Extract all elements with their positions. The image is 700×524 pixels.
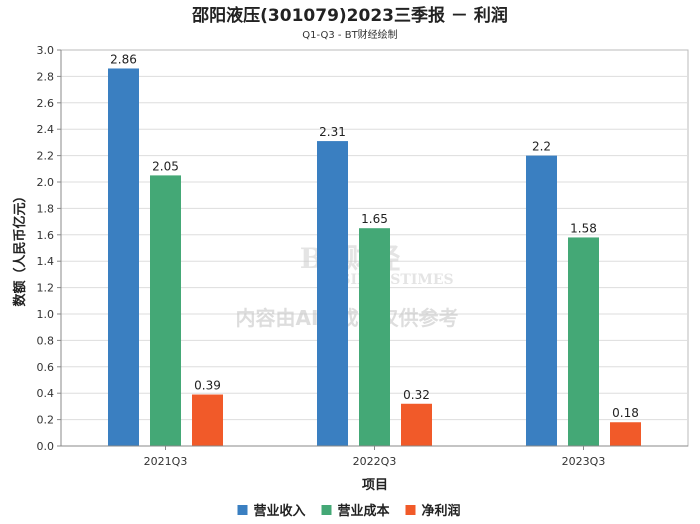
x-tick-label: 2021Q3 [144, 455, 188, 468]
legend-swatch [321, 505, 332, 515]
y-tick-label: 1.6 [37, 229, 55, 242]
bar-2021Q3-净利润 [192, 394, 223, 446]
y-tick-label: 0.4 [37, 387, 55, 400]
data-label: 0.32 [403, 388, 430, 402]
y-axis-label: 数额（人民币亿元） [12, 189, 28, 306]
y-tick-label: 0.2 [37, 414, 55, 427]
y-tick-label: 1.4 [37, 255, 55, 268]
chart-title: 邵阳液压(301079)2023三季报 － 利润 [191, 5, 508, 26]
y-tick-label: 0.6 [37, 361, 55, 374]
data-label: 1.58 [570, 221, 597, 235]
x-tick-label: 2023Q3 [562, 455, 606, 468]
y-tick-label: 2.0 [37, 176, 55, 189]
x-axis-label: 项目 [362, 478, 388, 493]
y-tick-label: 0.0 [37, 440, 55, 453]
bar-series [108, 68, 641, 446]
y-tick-label: 1.0 [37, 308, 55, 321]
bar-2022Q3-净利润 [401, 403, 432, 446]
y-tick-label: 1.2 [37, 282, 55, 295]
chart-subtitle: Q1-Q3 - BT财经绘制 [302, 28, 397, 41]
data-label: 2.05 [152, 159, 179, 173]
legend-swatch [405, 505, 416, 515]
y-tick-label: 1.8 [37, 202, 55, 215]
legend-label: 营业收入 [254, 503, 306, 519]
legend-label: 营业成本 [338, 503, 390, 519]
bar-2022Q3-营业收入 [317, 141, 348, 446]
legend: 营业收入 营业成本 净利润 [237, 503, 461, 519]
bar-2021Q3-营业收入 [108, 68, 139, 446]
data-label: 2.31 [319, 125, 346, 139]
data-label: 0.39 [194, 379, 221, 393]
legend-swatch [237, 505, 248, 515]
bar-2021Q3-营业成本 [150, 175, 181, 446]
legend-label: 净利润 [422, 503, 461, 519]
y-tick-label: 0.8 [37, 334, 55, 347]
y-axis-ticks: 0.0 0.2 0.4 0.6 0.8 1.0 1.2 1.4 1.6 1.8 2.0 2.2 2.4 2… [37, 44, 61, 453]
y-tick-label: 2.2 [37, 150, 55, 163]
bar-2023Q3-净利润 [610, 422, 641, 446]
y-tick-label: 2.4 [37, 123, 55, 136]
data-label: 2.86 [110, 52, 137, 66]
data-label: 0.18 [612, 406, 639, 420]
y-tick-label: 3.0 [37, 44, 55, 57]
x-axis-ticks: 2021Q3 2022Q3 2023Q3 [144, 446, 606, 468]
bar-2023Q3-营业成本 [568, 237, 599, 446]
bar-2022Q3-营业成本 [359, 228, 390, 446]
y-tick-label: 2.6 [37, 97, 55, 110]
y-tick-label: 2.8 [37, 70, 55, 83]
data-label: 1.65 [361, 212, 388, 226]
data-labels: 2.86 2.05 0.39 2.31 1.65 0.32 2.2 1.58 0.18 [110, 52, 639, 420]
data-label: 2.2 [532, 140, 551, 154]
x-tick-label: 2022Q3 [353, 455, 397, 468]
bar-2023Q3-营业收入 [526, 155, 557, 446]
